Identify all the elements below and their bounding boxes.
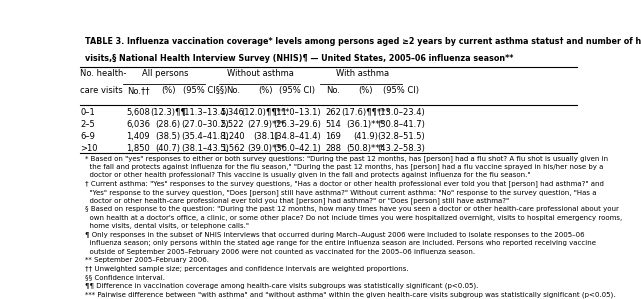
Text: TABLE 3. Influenza vaccination coverage* levels among persons aged ≥2 years by c: TABLE 3. Influenza vaccination coverage*… <box>85 37 641 46</box>
Text: care visits: care visits <box>80 86 123 95</box>
Text: (%): (%) <box>161 86 175 95</box>
Text: (50.8)***: (50.8)*** <box>346 144 384 152</box>
Text: (43.2–58.3): (43.2–58.3) <box>377 144 425 152</box>
Text: (27.9)***: (27.9)*** <box>247 120 285 129</box>
Text: (40.7): (40.7) <box>156 144 181 152</box>
Text: * Based on "yes" responses to either or both survey questions: "During the past : * Based on "yes" responses to either or … <box>85 155 608 162</box>
Text: §§ Confidence interval.: §§ Confidence interval. <box>85 274 165 280</box>
Text: 288: 288 <box>326 144 342 152</box>
Text: 514: 514 <box>326 120 342 129</box>
Text: No.: No. <box>326 86 340 95</box>
Text: †† Unweighted sample size; percentages and confidence intervals are weighted pro: †† Unweighted sample size; percentages a… <box>85 266 409 272</box>
Text: ¶ Only responses in the subset of NHIS interviews that occurred during March–Aug: ¶ Only responses in the subset of NHIS i… <box>85 232 585 238</box>
Text: (12.0)¶¶***: (12.0)¶¶*** <box>242 108 290 117</box>
Text: (11.3–13.4): (11.3–13.4) <box>181 108 229 117</box>
Text: (30.8–41.7): (30.8–41.7) <box>377 120 425 129</box>
Text: doctor or other health-care professional ever told you that [person] had asthma?: doctor or other health-care professional… <box>85 198 509 205</box>
Text: (95% CI): (95% CI) <box>383 86 419 95</box>
Text: (13.0–23.4): (13.0–23.4) <box>377 108 425 117</box>
Text: 169: 169 <box>326 132 342 141</box>
Text: 262: 262 <box>326 108 342 117</box>
Text: 1,409: 1,409 <box>126 132 150 141</box>
Text: 1,850: 1,850 <box>126 144 150 152</box>
Text: (28.6): (28.6) <box>156 120 181 129</box>
Text: (39.0)***: (39.0)*** <box>247 144 285 152</box>
Text: † Current asthma: "Yes" responses to the survey questions, "Has a doctor or othe: † Current asthma: "Yes" responses to the… <box>85 181 604 187</box>
Text: (38.1): (38.1) <box>253 132 278 141</box>
Text: visits,§ National Health Interview Survey (NHIS)¶ — United States, 2005–06 influ: visits,§ National Health Interview Surve… <box>85 54 513 62</box>
Text: >10: >10 <box>80 144 97 152</box>
Text: 1,562: 1,562 <box>221 144 244 152</box>
Text: influenza season; only persons within the stated age range for the entire influe: influenza season; only persons within th… <box>85 240 596 246</box>
Text: ** September 2005–February 2006.: ** September 2005–February 2006. <box>85 257 209 263</box>
Text: (26.3–29.6): (26.3–29.6) <box>273 120 321 129</box>
Text: § Based on response to the question: "During the past 12 months, how many times : § Based on response to the question: "Du… <box>85 206 619 212</box>
Text: (%): (%) <box>358 86 372 95</box>
Text: No. health-: No. health- <box>80 68 126 77</box>
Text: (35.4–41.8): (35.4–41.8) <box>181 132 229 141</box>
Text: ¶¶ Difference in vaccination coverage among health-care visits subgroups was sta: ¶¶ Difference in vaccination coverage am… <box>85 283 478 289</box>
Text: 1,240: 1,240 <box>221 132 244 141</box>
Text: outside of September 2005–February 2006 were not counted as vaccinated for the 2: outside of September 2005–February 2006 … <box>85 249 475 255</box>
Text: (95% CI§§): (95% CI§§) <box>183 86 228 95</box>
Text: "Yes" response to the survey question, "Does [person] still have asthma?" Withou: "Yes" response to the survey question, "… <box>85 189 597 196</box>
Text: (32.8–51.5): (32.8–51.5) <box>377 132 425 141</box>
Text: home visits, dental visits, or telephone calls.": home visits, dental visits, or telephone… <box>85 223 249 229</box>
Text: doctor or other health professional? This vaccine is usually given in the fall a: doctor or other health professional? Thi… <box>85 172 531 178</box>
Text: 6–9: 6–9 <box>80 132 95 141</box>
Text: 2–5: 2–5 <box>80 120 95 129</box>
Text: (11.0–13.1): (11.0–13.1) <box>274 108 321 117</box>
Text: All persons: All persons <box>142 68 189 77</box>
Text: No.††: No.†† <box>127 86 149 95</box>
Text: 6,036: 6,036 <box>126 120 150 129</box>
Text: (%): (%) <box>259 86 273 95</box>
Text: (38.5): (38.5) <box>156 132 181 141</box>
Text: the fall and protects against influenza for the flu season," "During the past 12: the fall and protects against influenza … <box>85 164 603 170</box>
Text: 5,522: 5,522 <box>221 120 244 129</box>
Text: (95% CI): (95% CI) <box>279 86 315 95</box>
Text: 5,346: 5,346 <box>221 108 245 117</box>
Text: (17.6)¶¶***: (17.6)¶¶*** <box>341 108 390 117</box>
Text: With asthma: With asthma <box>336 68 389 77</box>
Text: (27.0–30.2): (27.0–30.2) <box>181 120 229 129</box>
Text: (12.3)¶¶: (12.3)¶¶ <box>150 108 186 117</box>
Text: (36.0–42.1): (36.0–42.1) <box>273 144 321 152</box>
Text: 0–1: 0–1 <box>80 108 95 117</box>
Text: (41.9): (41.9) <box>353 132 378 141</box>
Text: *** Pairwise difference between "with asthma" and "without asthma" within the gi: *** Pairwise difference between "with as… <box>85 292 615 298</box>
Text: (38.1–43.5): (38.1–43.5) <box>181 144 229 152</box>
Text: No.: No. <box>226 86 240 95</box>
Text: Without asthma: Without asthma <box>228 68 294 77</box>
Text: 5,608: 5,608 <box>126 108 150 117</box>
Text: (36.1)***: (36.1)*** <box>346 120 384 129</box>
Text: (34.8–41.4): (34.8–41.4) <box>273 132 321 141</box>
Text: own health at a doctor's office, a clinic, or some other place? Do not include t: own health at a doctor's office, a clini… <box>85 215 622 221</box>
